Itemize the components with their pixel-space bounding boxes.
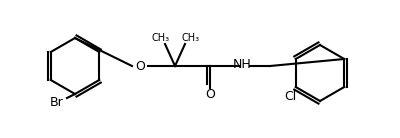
Text: Br: Br: [50, 95, 64, 108]
Text: O: O: [205, 87, 215, 100]
Text: Cl: Cl: [285, 91, 297, 104]
Text: CH₃: CH₃: [182, 33, 200, 43]
Text: CH₃: CH₃: [152, 33, 170, 43]
Text: O: O: [135, 59, 145, 72]
Text: NH: NH: [233, 58, 251, 71]
